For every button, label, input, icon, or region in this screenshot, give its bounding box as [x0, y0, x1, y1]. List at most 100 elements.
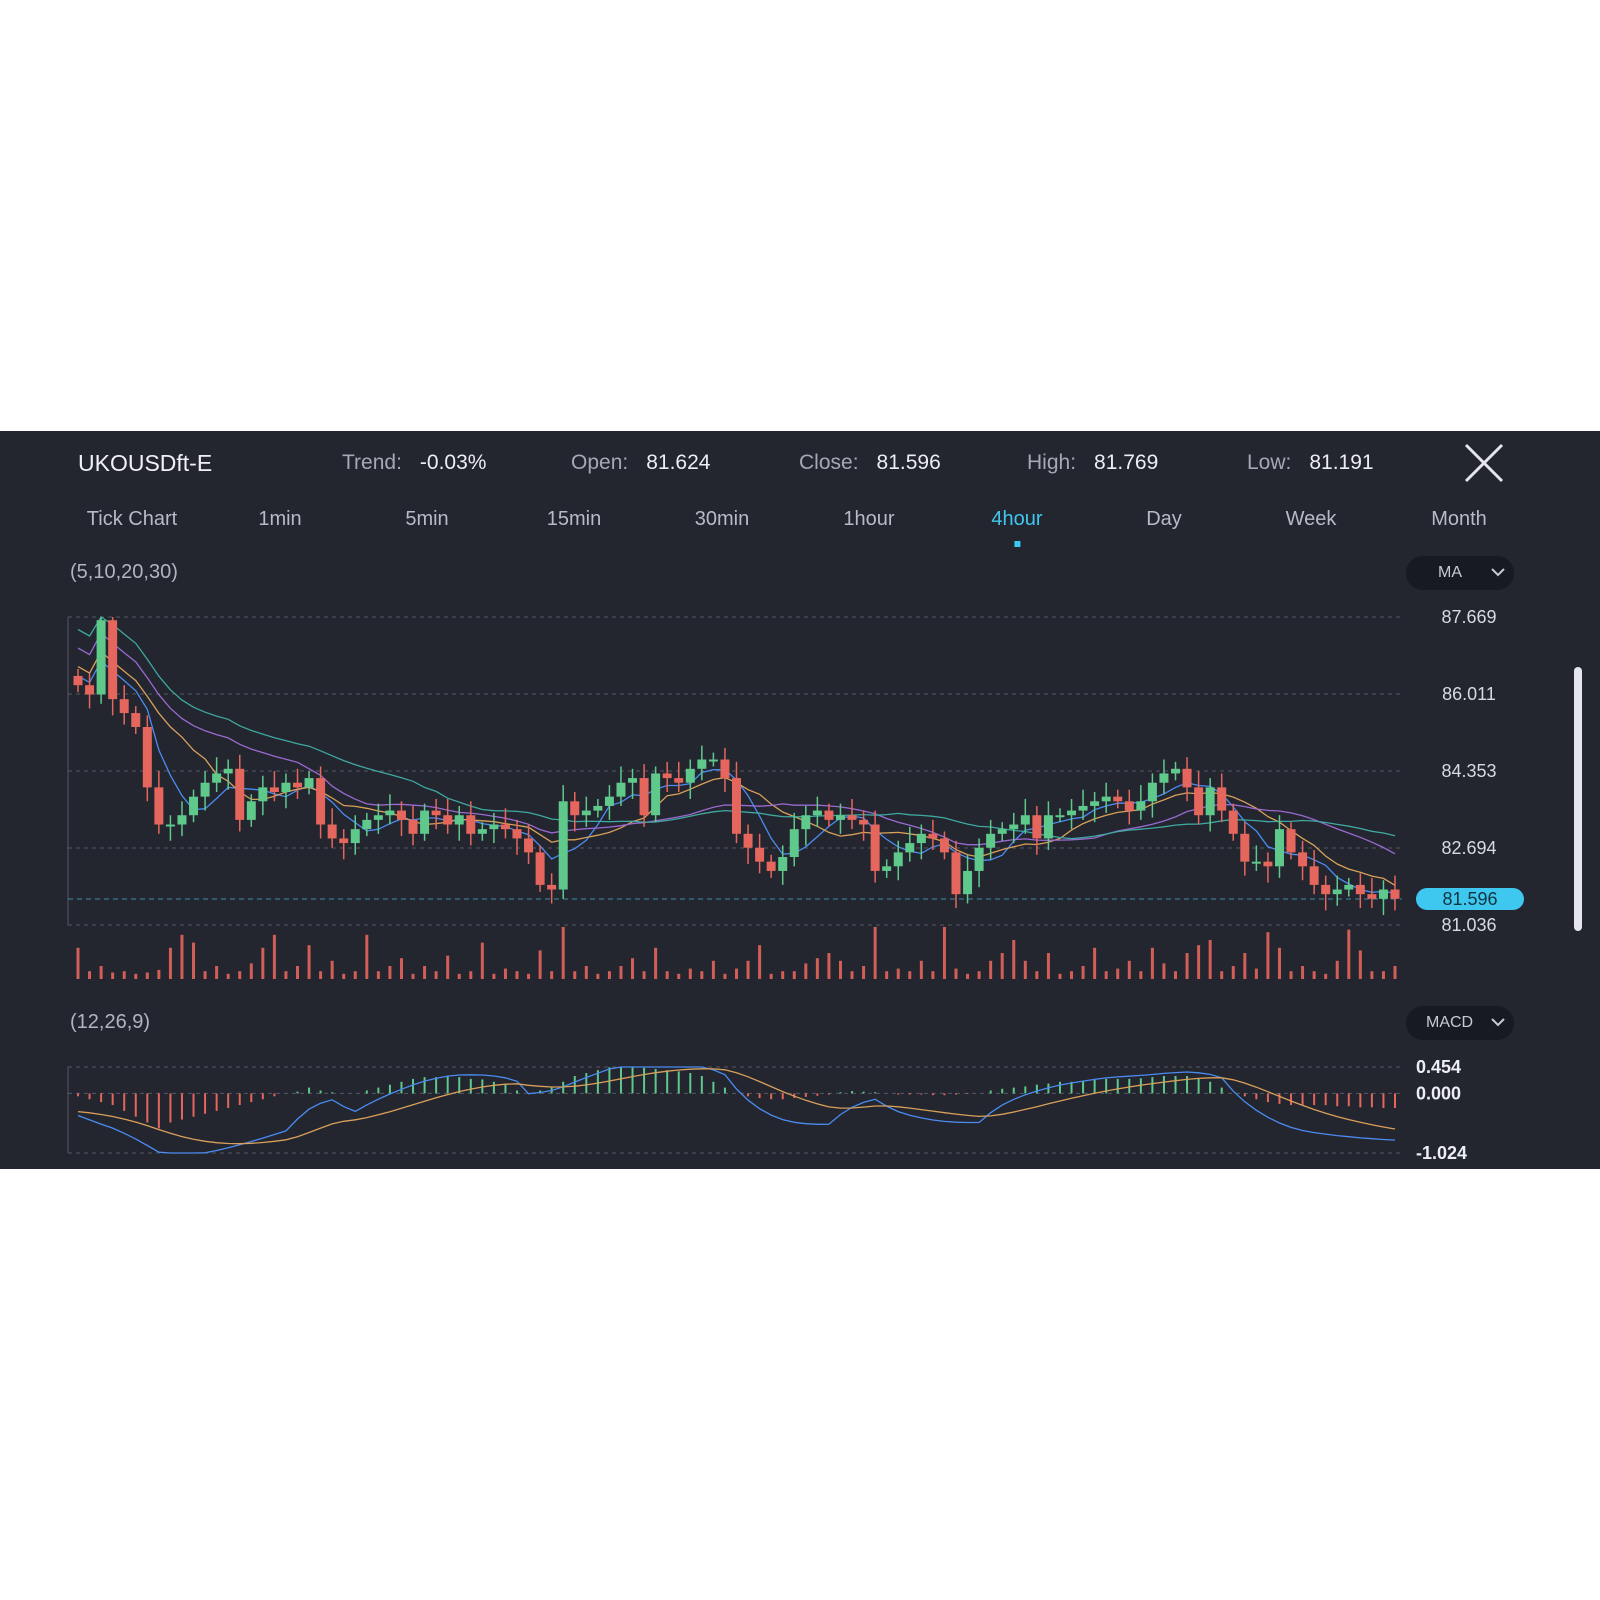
candle-body [1228, 810, 1238, 834]
volume-bar [399, 958, 403, 979]
candle-body [928, 833, 938, 839]
candle-body [651, 773, 661, 816]
candle-body [85, 685, 95, 695]
volume-bar [76, 947, 80, 979]
volume-bar [919, 960, 923, 979]
volume-bar [711, 960, 715, 979]
candle-body [685, 768, 695, 783]
candle-body [997, 829, 1007, 834]
chevron-down-icon [1491, 1018, 1505, 1027]
volume-bar [284, 971, 288, 979]
volume-bar [1393, 966, 1397, 979]
close-button[interactable] [1462, 441, 1506, 485]
close-icon [1464, 443, 1504, 483]
volume-bar [538, 950, 542, 979]
volume-bar [989, 960, 993, 979]
volume-bar [411, 973, 415, 979]
volume-bar [550, 971, 554, 979]
volume-bar [815, 958, 819, 979]
candle-body [512, 829, 522, 839]
volume-bar [1208, 940, 1212, 979]
volume-bar [1197, 945, 1201, 979]
volume-bar [896, 968, 900, 979]
volume-bar [157, 969, 161, 979]
volume-bar [1035, 971, 1039, 979]
symbol-title: UKOUSDft-E [78, 450, 213, 476]
volume-bar [480, 942, 484, 979]
candle-body [1205, 787, 1215, 816]
volume-bar [596, 973, 600, 979]
tab-week[interactable]: Week [1285, 508, 1337, 530]
candle-body [223, 768, 233, 774]
volume-bar [908, 971, 912, 979]
candle-body [396, 810, 406, 820]
candle-body [466, 815, 476, 834]
volume-bar [1266, 932, 1270, 979]
volume-bar [226, 973, 230, 979]
candle-body [1321, 884, 1331, 895]
candle-body [281, 782, 291, 793]
volume-bar [1254, 968, 1258, 979]
volume-bar [607, 971, 611, 979]
close-stat: Close: 81.596 [799, 445, 941, 481]
candle-body [755, 847, 765, 862]
volume-bar [654, 947, 658, 979]
volume-bar [977, 971, 981, 979]
candle-body [1274, 829, 1284, 867]
candle-body [258, 787, 268, 802]
tab-15min[interactable]: 15min [546, 508, 602, 530]
volume-bar [850, 971, 854, 979]
volume-bar [827, 953, 831, 979]
tab-1hour[interactable]: 1hour [843, 508, 895, 530]
macd-indicator-dropdown[interactable]: MACD [1406, 1006, 1514, 1040]
candle-body [454, 815, 464, 825]
tab-tick-chart[interactable]: Tick Chart [86, 508, 178, 530]
vertical-scrollbar[interactable] [1574, 667, 1582, 931]
candle-body [581, 810, 591, 816]
volume-bar [1150, 947, 1154, 979]
tab-day[interactable]: Day [1146, 508, 1182, 530]
candle-body [801, 815, 811, 830]
close-value: 81.596 [876, 451, 941, 474]
tab-30min[interactable]: 30min [694, 508, 750, 530]
candle-body [905, 843, 915, 853]
macd-params: (12,26,9) [70, 1011, 151, 1033]
candle-body [1078, 805, 1088, 811]
volume-bar [1347, 929, 1351, 979]
volume-bar [376, 971, 380, 979]
high-stat: High: 81.769 [1027, 445, 1158, 481]
volume-bar [769, 973, 773, 979]
candle-body [1367, 894, 1377, 899]
candle-body [1355, 884, 1365, 895]
candle-body [743, 833, 753, 848]
price-chart[interactable]: 87.669 86.011 84.353 82.694 81.036 81.596 0.45… [0, 431, 1600, 1169]
candle-body [1147, 782, 1157, 802]
candle-body [639, 778, 649, 816]
candle-body [1263, 861, 1273, 867]
volume-bar [1104, 971, 1108, 979]
candle-body [443, 815, 453, 825]
volume-bar [1312, 971, 1316, 979]
tab-month[interactable]: Month [1431, 508, 1487, 530]
candle-body [177, 815, 187, 825]
macd-tick-label: 0.454 [1416, 1057, 1461, 1077]
candle-body [293, 782, 302, 788]
ma-indicator-dropdown[interactable]: MA [1406, 556, 1514, 590]
candle-body [373, 815, 383, 820]
chevron-down-icon [1491, 568, 1505, 577]
candle-body [189, 796, 199, 816]
candle-body [535, 852, 545, 885]
volume-bar [1185, 953, 1189, 979]
tab-1min[interactable]: 1min [258, 508, 302, 530]
candle-body [1124, 801, 1134, 811]
macd-dif-line [77, 1066, 1396, 1154]
volume-bar [631, 958, 635, 979]
candle-body [812, 810, 822, 816]
tab-4hour[interactable]: 4hour [991, 503, 1043, 547]
volume-bar [249, 963, 253, 979]
candle-body [316, 778, 326, 825]
tab-5min[interactable]: 5min [405, 508, 449, 530]
trend-label: Trend: [342, 451, 402, 474]
volume-bar [1231, 966, 1235, 979]
candle-body [1251, 861, 1261, 864]
